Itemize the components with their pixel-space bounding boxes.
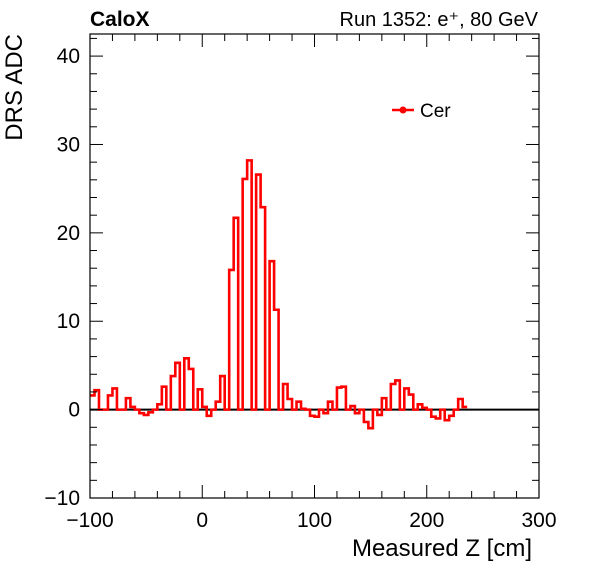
series-line-cer bbox=[90, 159, 468, 430]
y-tick-label: −10 bbox=[44, 487, 80, 510]
x-tick-label: −100 bbox=[66, 509, 113, 532]
y-tick-label: 20 bbox=[57, 222, 80, 245]
calox-label: CaloX bbox=[90, 8, 150, 31]
y-axis-title: DRS ADC bbox=[1, 34, 28, 141]
x-tick-label: 100 bbox=[297, 509, 332, 532]
x-tick-label: 0 bbox=[196, 509, 208, 532]
x-tick-label: 200 bbox=[409, 509, 444, 532]
plot-content bbox=[90, 159, 539, 430]
plot-frame bbox=[89, 33, 540, 499]
legend-marker bbox=[399, 106, 407, 114]
legend: Cer bbox=[392, 101, 451, 122]
legend-label: Cer bbox=[420, 101, 451, 122]
y-tick-label: 0 bbox=[68, 399, 80, 422]
x-axis-title: Measured Z [cm] bbox=[352, 535, 532, 562]
x-tick-label: 300 bbox=[521, 509, 556, 532]
y-tick-label: 40 bbox=[57, 45, 80, 68]
y-tick-label: 30 bbox=[57, 133, 80, 156]
run-info-label: Run 1352: e⁺, 80 GeV bbox=[340, 9, 539, 31]
y-tick-label: 10 bbox=[57, 310, 80, 333]
